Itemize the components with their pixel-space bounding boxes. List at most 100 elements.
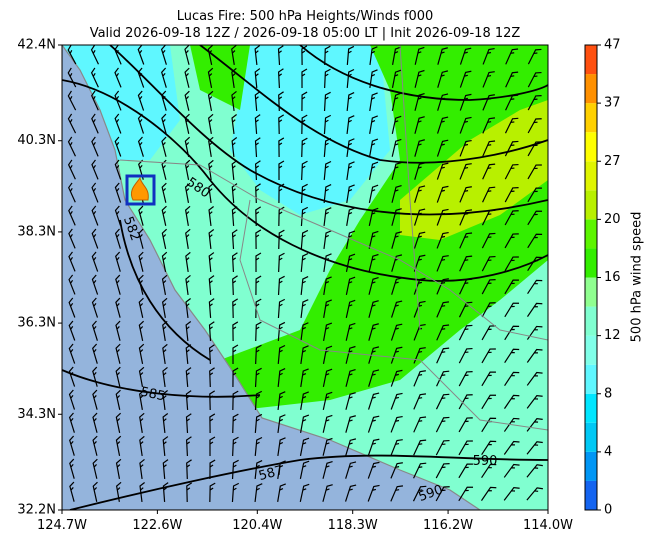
barb [481,371,496,387]
colorbar-label: 500 hPa wind speed [630,212,645,343]
barb [300,368,309,387]
barb [391,231,402,249]
barb [91,274,99,295]
barb [208,136,214,157]
wind-barb [254,91,261,112]
wind-barb [232,321,239,342]
wind-barb [186,482,193,503]
wind-barb [526,348,543,363]
barb [391,138,402,157]
wind-barb [504,279,519,295]
barb [254,114,261,135]
barb [139,481,145,503]
wind-barb [390,300,403,318]
wind-barb [231,229,238,250]
wind-barb [414,93,425,111]
wind-barb [459,116,472,134]
wind-barb [323,299,332,318]
barb [231,160,238,181]
wind-barb [368,300,379,318]
barb [390,369,403,387]
wind-barb [67,113,77,134]
wind-barb [114,136,122,157]
barb [527,164,542,180]
wind-barb [346,45,355,66]
barb [300,345,309,365]
barb [232,413,239,434]
barb [503,394,520,409]
wind-barb [231,183,238,204]
barb [414,139,425,157]
wind-barb [68,343,76,364]
barb [208,229,215,250]
barb [139,412,145,433]
barb [114,67,122,88]
y-tick-label: 34.3N [17,407,56,422]
wind-barb [435,486,450,502]
barb [254,436,263,457]
barb [504,256,519,272]
barb [345,322,356,341]
barb [138,366,145,387]
wind-barb [231,90,237,112]
wind-barb [504,233,519,249]
wind-barb [345,369,356,387]
barb [115,251,121,272]
barb [527,48,542,65]
wind-barb [436,370,450,387]
barb [185,367,192,388]
wind-barb [459,163,472,180]
contour-label: 590 [473,454,498,469]
contours [62,45,548,510]
barb [160,45,167,65]
wind-barb [231,113,237,135]
wind-barb [436,347,450,364]
wind-barb [323,184,332,204]
map-frame [61,44,549,511]
barb [209,436,216,457]
barb [185,321,192,342]
wind-barb [323,276,332,295]
barb [323,276,332,295]
wind-barb [413,416,427,433]
x-tick-label: 118.3W [328,518,378,533]
barb [231,113,237,135]
barb [414,185,426,203]
wind-barb [91,182,99,203]
barb [115,389,121,410]
barb [277,68,284,89]
barb [504,325,520,341]
barb [208,298,215,319]
barb [277,321,286,342]
colorbar-tick-label: 27 [604,154,621,169]
barb [277,275,285,296]
barb [162,343,168,365]
barb [299,460,310,479]
wind-barb [184,67,190,88]
wind-barb [459,232,473,249]
barb [300,183,308,204]
wind-barb [301,91,308,112]
wind-barb [278,206,285,227]
barb [184,45,190,65]
barb [301,114,308,135]
wind-barb [231,252,238,273]
barb [345,392,356,410]
wind-barb [278,252,285,273]
wind-barb [481,232,496,249]
barb [254,68,261,89]
wind-barb [91,113,99,134]
barb [482,163,496,180]
barb [114,113,122,134]
barb [503,440,520,455]
barb [138,205,144,226]
barb [68,182,76,203]
barb [437,47,448,65]
wind-barb [527,233,543,249]
barb [526,325,543,340]
wind-barb [255,229,262,250]
wind-barb [504,187,519,203]
barb [161,159,167,180]
barb [346,207,355,226]
wind-barb [254,390,263,411]
